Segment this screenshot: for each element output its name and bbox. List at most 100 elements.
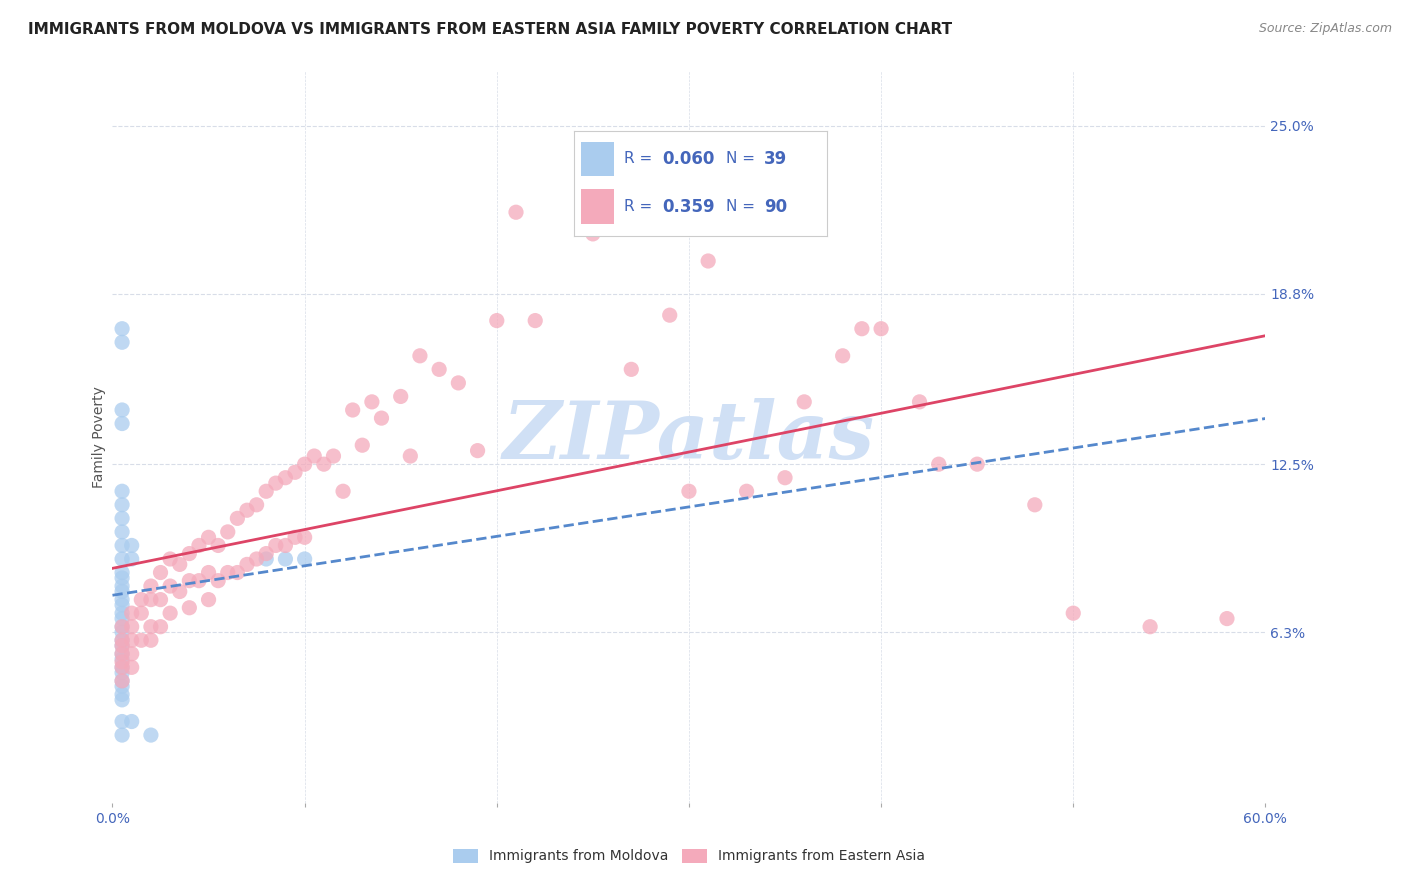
Point <box>121 620 143 634</box>
Point <box>294 530 316 544</box>
Y-axis label: Family Poverty: Family Poverty <box>91 386 105 488</box>
Point <box>1139 620 1161 634</box>
Point <box>121 633 143 648</box>
Legend: Immigrants from Moldova, Immigrants from Eastern Asia: Immigrants from Moldova, Immigrants from… <box>447 843 931 869</box>
Point <box>111 655 134 669</box>
Point <box>236 558 259 572</box>
Point <box>111 511 134 525</box>
Point <box>1062 606 1084 620</box>
Point <box>332 484 354 499</box>
Point <box>111 592 134 607</box>
Point <box>111 584 134 599</box>
Point <box>294 552 316 566</box>
Point <box>149 592 172 607</box>
Point <box>831 349 853 363</box>
Point <box>226 566 249 580</box>
Point <box>121 552 143 566</box>
Point <box>197 530 219 544</box>
Text: 0.359: 0.359 <box>662 198 716 216</box>
Point <box>870 322 893 336</box>
Point <box>139 579 162 593</box>
Point <box>179 600 201 615</box>
Point <box>111 639 134 653</box>
Point <box>111 620 134 634</box>
Point <box>678 484 700 499</box>
Point <box>121 538 143 552</box>
Point <box>149 566 172 580</box>
Point <box>427 362 450 376</box>
Point <box>111 498 134 512</box>
Point <box>274 552 297 566</box>
Text: ZIPatlas: ZIPatlas <box>503 399 875 475</box>
Point <box>467 443 489 458</box>
Point <box>139 633 162 648</box>
Point <box>217 524 239 539</box>
Point <box>582 227 605 241</box>
Point <box>111 647 134 661</box>
Point <box>246 498 269 512</box>
Point <box>254 484 277 499</box>
Point <box>111 552 134 566</box>
Point <box>284 465 307 479</box>
Point <box>773 471 796 485</box>
Point <box>254 552 277 566</box>
Text: Source: ZipAtlas.com: Source: ZipAtlas.com <box>1258 22 1392 36</box>
FancyBboxPatch shape <box>581 189 614 224</box>
Point <box>139 728 162 742</box>
Point <box>197 566 219 580</box>
Point <box>111 403 134 417</box>
Point <box>928 457 950 471</box>
Point <box>111 728 134 742</box>
Point <box>111 714 134 729</box>
Point <box>111 647 134 661</box>
Point <box>121 714 143 729</box>
Point <box>111 673 134 688</box>
Point <box>361 395 384 409</box>
Point <box>207 574 229 588</box>
Point <box>111 598 134 612</box>
Point <box>129 606 153 620</box>
Point <box>111 484 134 499</box>
Point <box>188 538 211 552</box>
Point <box>111 673 134 688</box>
Point <box>1024 498 1046 512</box>
Point <box>274 538 297 552</box>
Point <box>188 574 211 588</box>
Point <box>159 606 181 620</box>
Point <box>111 335 134 350</box>
Point <box>793 395 815 409</box>
Point <box>111 606 134 620</box>
Point <box>111 660 134 674</box>
Point <box>111 665 134 680</box>
Point <box>111 679 134 693</box>
Point <box>264 538 287 552</box>
Point <box>111 693 134 707</box>
Point <box>129 592 153 607</box>
Point <box>370 411 392 425</box>
Point <box>111 566 134 580</box>
Point <box>908 395 931 409</box>
Text: IMMIGRANTS FROM MOLDOVA VS IMMIGRANTS FROM EASTERN ASIA FAMILY POVERTY CORRELATI: IMMIGRANTS FROM MOLDOVA VS IMMIGRANTS FR… <box>28 22 952 37</box>
Text: 39: 39 <box>763 150 787 168</box>
Point <box>111 524 134 539</box>
Point <box>111 322 134 336</box>
Point <box>111 660 134 674</box>
Point <box>342 403 364 417</box>
Point <box>169 584 191 599</box>
Point <box>236 503 259 517</box>
Point <box>111 417 134 431</box>
Point <box>139 592 162 607</box>
Point <box>620 362 643 376</box>
Point <box>111 633 134 648</box>
Point <box>524 313 547 327</box>
Text: N =: N = <box>725 199 759 214</box>
Point <box>111 571 134 585</box>
Point <box>304 449 326 463</box>
Point <box>409 349 432 363</box>
Point <box>217 566 239 580</box>
Point <box>121 660 143 674</box>
Point <box>111 611 134 625</box>
Point <box>179 547 201 561</box>
Point <box>312 457 335 471</box>
Point <box>121 647 143 661</box>
